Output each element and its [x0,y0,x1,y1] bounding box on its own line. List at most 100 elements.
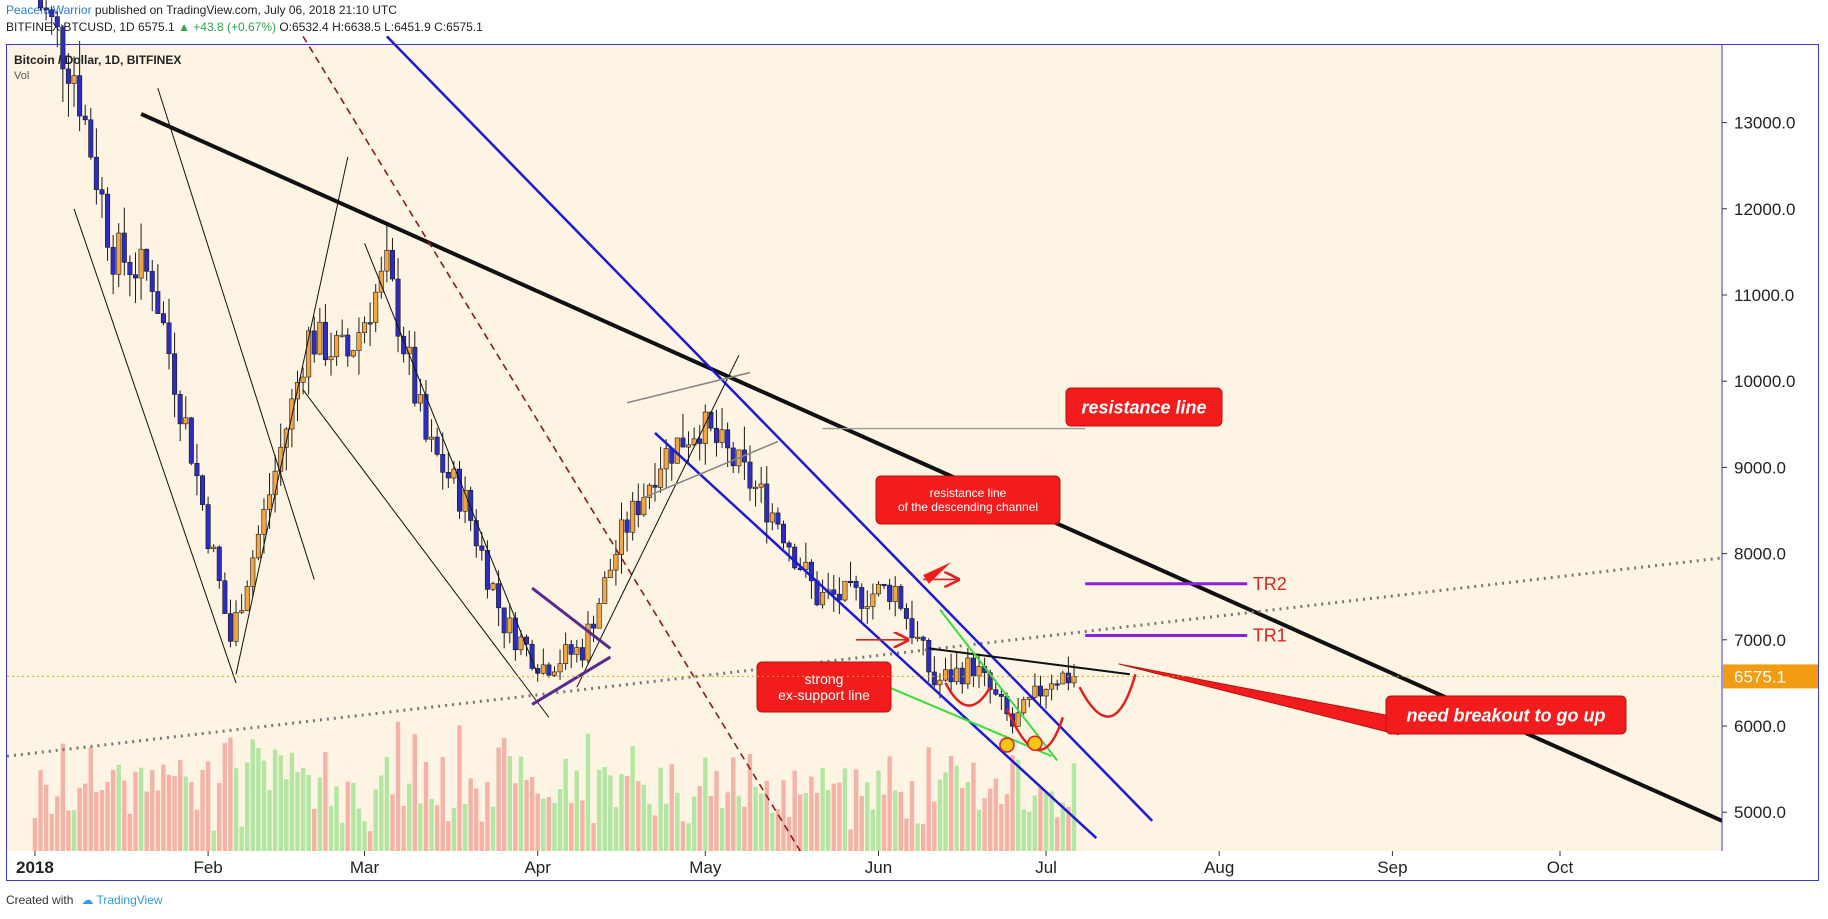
candle-body [71,75,77,84]
candle-body [1021,699,1027,714]
marker-circle [1027,735,1043,751]
wedge-line [302,389,550,718]
volume-bar [367,831,373,851]
channel-callout-text: of the descending channel [898,500,1038,514]
volume-bar [948,755,954,851]
ex-support-line [6,556,1723,758]
volume-bar [691,796,697,851]
candle-body [255,533,261,559]
candle-body [227,613,233,642]
candle-body [93,156,99,190]
volume-bar [602,766,607,851]
volume-bar [842,768,848,851]
volume-bar [669,764,674,851]
candle-body [881,583,887,587]
time-tick-label: Feb [193,858,222,877]
candle-body [132,274,138,279]
volume-bar [926,747,931,851]
candle-body [138,248,144,279]
volume-bar [608,775,613,851]
volume-bar [920,824,926,851]
candle-body [144,248,150,272]
candle-body [60,26,66,70]
created-with-text: Created with [6,893,74,907]
candle-body [853,580,859,588]
candle-body [518,636,524,651]
green-wedge-line [878,681,1053,758]
candle-body [362,322,368,333]
candle-body [607,569,613,578]
volume-bar [233,768,239,851]
volume-bar [228,737,233,851]
candle-body [350,350,356,357]
candle-body [166,322,172,355]
tradingview-brand[interactable]: TradingView [96,893,163,907]
candle-body [965,657,971,685]
ex-support-callout-text: ex-support line [778,687,870,703]
volume-bar [418,803,423,851]
candle-body [43,7,49,11]
candle-body [429,436,435,440]
last-price-label: 6575.1 [1734,667,1786,686]
time-tick-label: 2018 [16,858,54,877]
volume-bar [468,778,473,851]
candle-body [618,519,624,555]
volume-bar [323,751,328,851]
time-tick-label: Mar [350,858,380,877]
volume-bar [161,764,166,851]
volume-bar [457,725,462,851]
candle-body [328,356,334,361]
volume-bar [574,770,580,851]
candle-body [216,546,222,582]
volume-bar [412,734,418,851]
candle-body [434,436,440,455]
volume-bar [211,830,216,851]
volume-bar [295,772,300,851]
volume-bar [932,801,937,851]
footer: Created with ☁ TradingView [6,893,163,907]
candle-body [842,580,848,601]
volume-bar [937,779,943,851]
symbol-label: BITFINEX:BTCUSD, 1D [6,20,135,34]
candle-body [602,577,608,604]
candle-body [764,483,770,523]
candle-body [507,617,513,634]
volume-bar [300,768,306,851]
volume-bar [267,790,272,851]
volume-bar [71,810,77,851]
author-link[interactable]: PeacefulWarrior [6,3,92,17]
volume-bar [736,795,742,851]
volume-bar [1004,794,1010,851]
volume-bar [546,797,552,851]
candle-body [993,689,999,695]
triangle-resistance-line [928,647,1130,676]
volume-bar [1060,802,1066,851]
candle-body [110,247,116,275]
volume-bar [83,783,88,851]
candle-body [194,462,200,477]
volume-bar [1032,795,1038,851]
volume-bar [870,809,876,851]
volume-bar [345,781,350,851]
candle-body [870,593,876,607]
volume-bar [451,807,457,851]
volume-bar [619,774,624,851]
last-price-text: 6575.1 [138,20,175,34]
volume-bar [541,798,546,851]
volume-bar [613,807,619,851]
candle-body [222,580,228,614]
volume-bar [647,803,652,851]
candle-body [1060,672,1066,685]
volume-bar [708,795,714,851]
time-tick-label: Jul [1035,858,1057,877]
green-wedge-line [939,609,1059,762]
tradingview-logo-icon[interactable]: ☁ [81,893,97,907]
price-tick-label: 5000.0 [1734,803,1786,822]
volume-bar [569,802,574,851]
candle-body [596,603,602,629]
volume-bar [641,784,647,851]
candle-body [713,427,719,443]
volume-bar [328,806,334,851]
flag-line [626,371,751,404]
